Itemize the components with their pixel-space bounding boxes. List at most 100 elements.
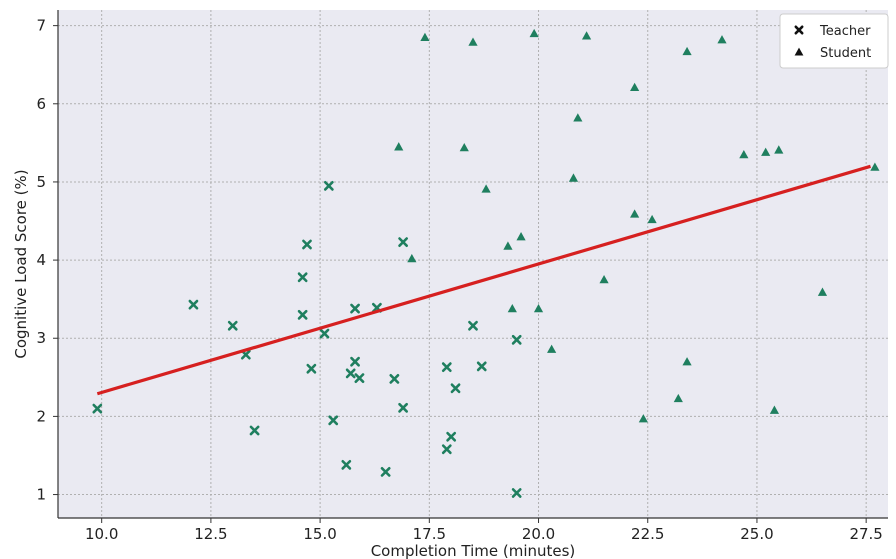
y-tick-label: 4 <box>36 251 46 269</box>
marker-stroke <box>240 349 251 360</box>
student-point <box>739 149 749 159</box>
teacher-point <box>350 303 360 314</box>
marker-stroke <box>398 237 409 248</box>
student-point <box>581 31 592 40</box>
teacher-point <box>92 403 103 414</box>
marker-stroke <box>350 303 360 314</box>
y-tick-label: 6 <box>36 95 46 113</box>
teacher-point <box>188 299 199 310</box>
marker-stroke <box>302 239 312 250</box>
teacher-point <box>319 328 330 339</box>
y-axis-title: Cognitive Load Score (%) <box>12 169 30 358</box>
marker-stroke <box>446 431 457 442</box>
legend: Teacher Student <box>779 13 889 69</box>
marker-stroke <box>476 361 487 372</box>
legend-marker <box>794 25 804 35</box>
marker-stroke <box>306 363 317 374</box>
marker-stroke <box>328 415 339 426</box>
legend-student-marker <box>794 47 804 56</box>
teacher-point <box>306 363 317 374</box>
student-point <box>547 344 557 353</box>
student-point <box>638 414 648 423</box>
teacher-point <box>249 425 260 436</box>
teacher-point <box>350 356 360 367</box>
teacher-point <box>323 180 334 191</box>
y-tick-label: 3 <box>36 329 46 347</box>
x-tick-label: 22.5 <box>631 525 664 543</box>
teacher-point <box>446 431 457 442</box>
student-point <box>394 142 404 151</box>
student-point <box>599 275 609 284</box>
marker-stroke <box>441 362 452 373</box>
legend-teacher-marker <box>794 25 804 35</box>
student-point <box>568 173 579 182</box>
student-point <box>459 142 469 152</box>
teacher-point <box>511 334 522 345</box>
teacher-point <box>302 239 312 250</box>
teacher-point <box>450 383 461 394</box>
teacher-point <box>441 362 452 373</box>
marker-stroke <box>441 444 452 455</box>
marker-stroke <box>398 402 409 413</box>
student-point <box>481 184 491 193</box>
marker-stroke <box>323 180 334 191</box>
x-tick-label: 20.0 <box>522 525 555 543</box>
teacher-point <box>511 488 522 498</box>
teacher-point <box>398 402 409 413</box>
axes <box>57 10 888 519</box>
x-tick-label: 10.0 <box>85 525 118 543</box>
legend-marker <box>794 47 804 56</box>
teacher-point <box>380 466 391 477</box>
marker-stroke <box>511 488 522 498</box>
student-point <box>682 46 692 56</box>
student-point <box>503 241 513 250</box>
marker-stroke <box>249 425 260 436</box>
x-tick-label: 12.5 <box>194 525 227 543</box>
teacher-point <box>468 320 478 331</box>
x-tick-label: 27.5 <box>849 525 882 543</box>
student-point <box>533 303 544 313</box>
student-point <box>573 113 583 122</box>
marker-stroke <box>511 334 522 345</box>
teacher-point <box>227 320 238 331</box>
marker-stroke <box>319 328 330 339</box>
marker-stroke <box>188 299 199 310</box>
x-tick-label: 15.0 <box>303 525 336 543</box>
teacher-point <box>354 373 365 384</box>
marker-stroke <box>389 373 400 384</box>
student-point <box>673 393 683 403</box>
x-tick-label: 17.5 <box>413 525 446 543</box>
marker-stroke <box>468 320 478 331</box>
marker-stroke <box>794 25 804 35</box>
teacher-point <box>345 368 356 379</box>
x-axis-title: Completion Time (minutes) <box>371 542 576 559</box>
student-point <box>870 162 880 171</box>
marker-stroke <box>350 356 360 367</box>
teacher-point <box>328 415 339 426</box>
plot-area <box>58 10 888 518</box>
teacher-point <box>398 237 409 248</box>
student-point <box>407 253 417 263</box>
student-point <box>420 32 430 42</box>
student-point <box>817 287 828 296</box>
teacher-point <box>297 309 308 320</box>
student-point <box>682 357 692 366</box>
data-points <box>92 28 880 498</box>
student-point <box>630 82 640 92</box>
teacher-point <box>441 444 452 455</box>
student-point <box>529 28 539 38</box>
marker-stroke <box>371 302 382 313</box>
teacher-point <box>389 373 400 384</box>
x-tick-label: 25.0 <box>740 525 773 543</box>
legend-box <box>779 13 889 69</box>
y-tick-label: 2 <box>36 407 46 425</box>
student-point <box>516 232 526 241</box>
teacher-point <box>297 272 308 283</box>
marker-stroke <box>345 368 356 379</box>
y-tick-label: 7 <box>36 17 46 35</box>
legend-student-label: Student <box>820 46 871 61</box>
teacher-point <box>476 361 487 372</box>
student-point <box>468 37 478 46</box>
